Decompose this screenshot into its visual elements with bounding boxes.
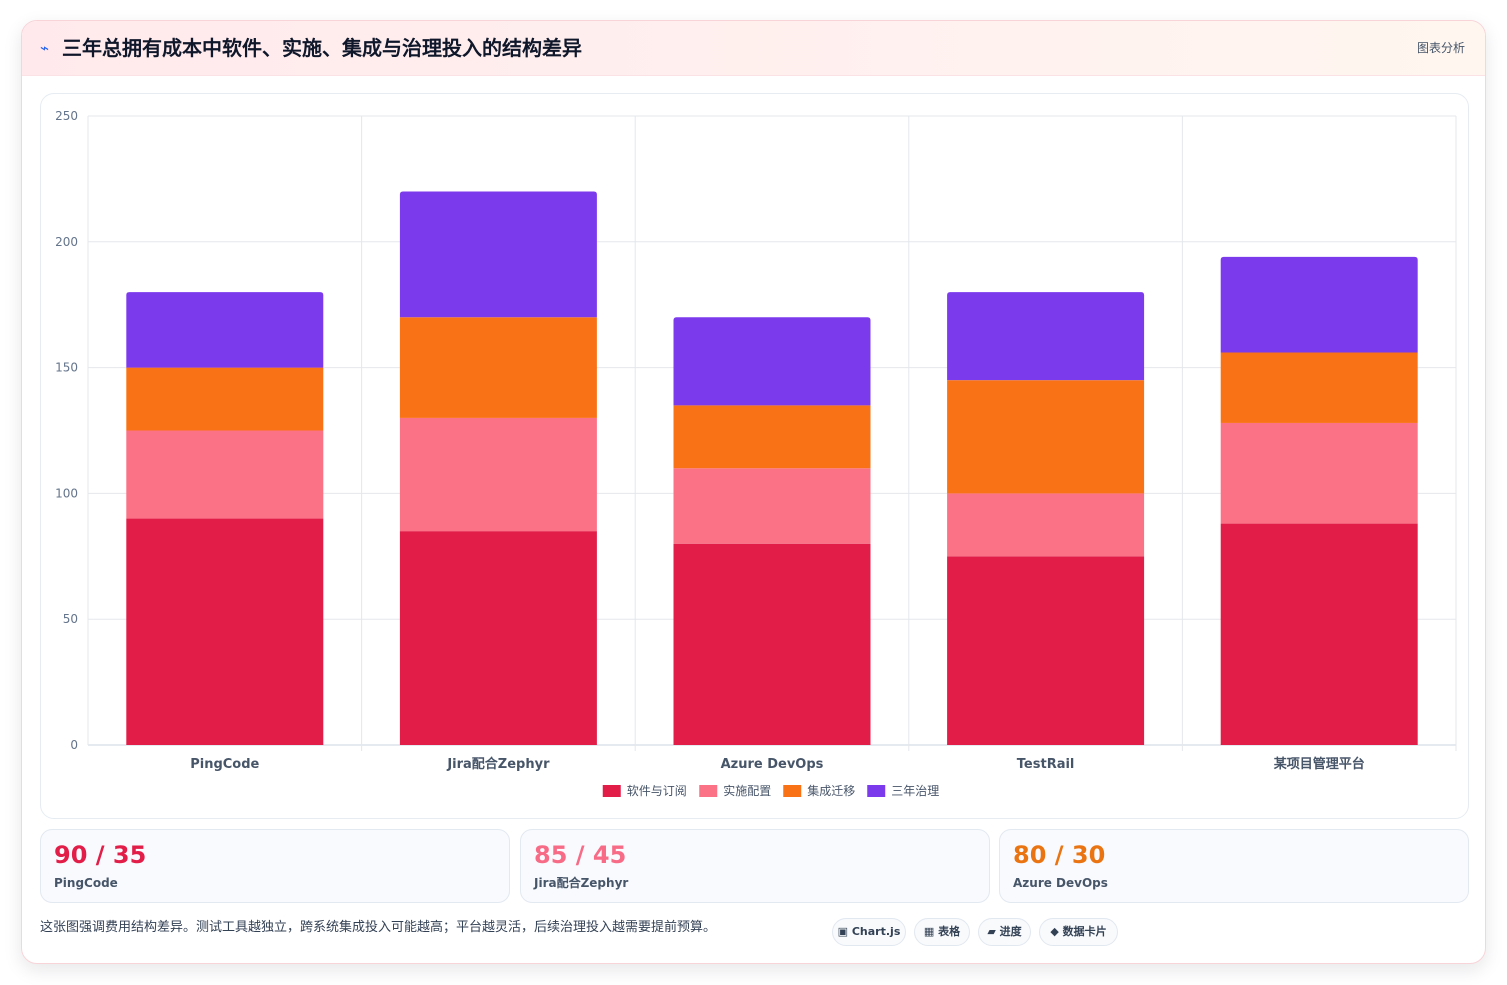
chip-label: 表格 bbox=[938, 925, 961, 938]
legend-swatch bbox=[602, 785, 621, 797]
bar-segment bbox=[399, 191, 597, 318]
stat-card-jira: 85 / 45 Jira配合Zephyr bbox=[520, 829, 990, 903]
y-tick-label: 200 bbox=[55, 235, 78, 249]
chip-data-cards[interactable]: ◆ 数据卡片 bbox=[1039, 918, 1118, 946]
chip-label: Chart.js bbox=[851, 925, 901, 938]
x-tick-label: Jira配合Zephyr bbox=[446, 756, 550, 772]
analysis-label: 图表分析 bbox=[1416, 41, 1465, 55]
stat-value: 85 / 45 bbox=[534, 841, 627, 869]
stat-value: 80 / 30 bbox=[1013, 841, 1106, 869]
y-tick-label: 250 bbox=[55, 109, 78, 123]
stat-card-azure: 80 / 30 Azure DevOps bbox=[999, 829, 1469, 903]
bar-segment bbox=[673, 317, 871, 406]
bar-segment bbox=[126, 292, 324, 368]
bar-segment bbox=[126, 367, 324, 431]
legend-swatch bbox=[699, 785, 718, 797]
stat-label: PingCode bbox=[54, 876, 118, 890]
card-header: ⌁ 三年总拥有成本中软件、实施、集成与治理投入的结构差异 图表分析 bbox=[22, 21, 1485, 76]
bar-segment bbox=[126, 518, 324, 745]
y-tick-label: 150 bbox=[55, 361, 78, 375]
chip-table[interactable]: ▦ 表格 bbox=[914, 918, 970, 946]
chart-title: 三年总拥有成本中软件、实施、集成与治理投入的结构差异 bbox=[62, 36, 582, 60]
chart-card: ⌁ 三年总拥有成本中软件、实施、集成与治理投入的结构差异 图表分析 0 50 100… bbox=[21, 20, 1486, 964]
legend-label: 实施配置 bbox=[723, 783, 771, 798]
stat-label: Azure DevOps bbox=[1013, 876, 1108, 890]
legend-swatch bbox=[783, 785, 802, 797]
bar-segment bbox=[1220, 523, 1418, 745]
x-tick-label: TestRail bbox=[1017, 757, 1075, 772]
bar-segment bbox=[1220, 422, 1418, 524]
bar-segment bbox=[947, 556, 1145, 745]
legend-swatch bbox=[867, 785, 886, 797]
chip-progress[interactable]: ▰ 进度 bbox=[978, 918, 1031, 946]
y-tick-label: 50 bbox=[63, 612, 78, 626]
legend-label: 集成迁移 bbox=[807, 783, 855, 798]
stacked-bar-chart: 0 50 100 150 200 250 PingCode Jira配合Zephyr Azure… bbox=[55, 109, 1457, 798]
chart-panel: 0 50 100 150 200 250 PingCode Jira配合Zephyr Azure… bbox=[40, 93, 1469, 819]
bar-segment bbox=[947, 493, 1145, 557]
bar-segment bbox=[673, 543, 871, 745]
stat-card-pingcode: 90 / 35 PingCode bbox=[40, 829, 510, 903]
table-icon: ▦ bbox=[923, 925, 935, 938]
y-tick-label: 0 bbox=[70, 738, 78, 752]
bar-segment bbox=[399, 317, 597, 418]
chart-icon: ▣ bbox=[837, 925, 849, 938]
bolt-icon: ⌁ bbox=[40, 39, 50, 57]
bar-segment bbox=[673, 405, 871, 469]
legend-label: 软件与订阅 bbox=[627, 784, 687, 798]
bar-segment bbox=[399, 417, 597, 532]
bar-segment bbox=[947, 292, 1145, 381]
chip-label: 数据卡片 bbox=[1062, 925, 1107, 938]
legend-label: 三年治理 bbox=[891, 784, 939, 798]
progress-icon: ▰ bbox=[987, 925, 996, 938]
y-tick-label: 100 bbox=[55, 486, 78, 500]
bar-segment bbox=[947, 380, 1145, 494]
x-tick-label: Azure DevOps bbox=[721, 757, 824, 772]
x-tick-label: PingCode bbox=[190, 757, 259, 772]
diamond-icon: ◆ bbox=[1050, 925, 1059, 938]
chip-label: 进度 bbox=[999, 925, 1022, 938]
stat-label: Jira配合Zephyr bbox=[534, 876, 629, 890]
bar-segment bbox=[673, 468, 871, 544]
stat-value: 90 / 35 bbox=[54, 841, 147, 869]
bar-segment bbox=[1220, 352, 1418, 423]
bar-segment bbox=[126, 430, 324, 519]
x-tick-label: 某项目管理平台 bbox=[1273, 756, 1365, 772]
bar-segment bbox=[399, 531, 597, 745]
chart-footnote: 这张图强调费用结构差异。测试工具越独立，跨系统集成投入可能越高；平台越灵活，后续… bbox=[40, 920, 717, 935]
bar-segment bbox=[1220, 256, 1418, 353]
chip-chartjs[interactable]: ▣ Chart.js bbox=[832, 918, 906, 946]
